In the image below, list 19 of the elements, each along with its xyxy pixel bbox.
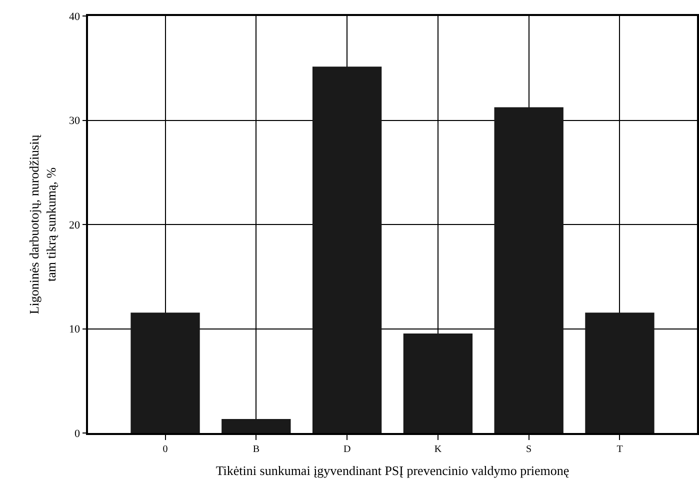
bar bbox=[494, 107, 564, 433]
y-tick-label: 30 bbox=[69, 115, 81, 128]
y-tick-label: 20 bbox=[69, 219, 81, 232]
x-tick-label: T bbox=[616, 444, 623, 455]
x-tick-label: D bbox=[343, 444, 351, 455]
y-tick-label: 10 bbox=[69, 324, 81, 336]
bar bbox=[403, 333, 473, 433]
bar bbox=[312, 66, 382, 433]
y-tick-label: 40 bbox=[69, 10, 81, 23]
x-tick-label: B bbox=[252, 444, 260, 455]
x-axis-title: Tikėtini sunkumai įgyvendinant PSĮ prevencinio valdymo priemonę bbox=[216, 462, 570, 478]
x-tick-label: K bbox=[434, 444, 442, 455]
y-tick-label: 0 bbox=[74, 428, 81, 440]
x-tick-label: 0 bbox=[162, 444, 168, 455]
bar bbox=[222, 418, 291, 433]
y-axis-title: Ligoninės darbuotojų, nurodžiusių tam tikrą sunkumą, % bbox=[26, 134, 58, 314]
bar bbox=[585, 312, 654, 433]
x-tick-label: S bbox=[526, 444, 532, 455]
bar bbox=[130, 312, 200, 433]
